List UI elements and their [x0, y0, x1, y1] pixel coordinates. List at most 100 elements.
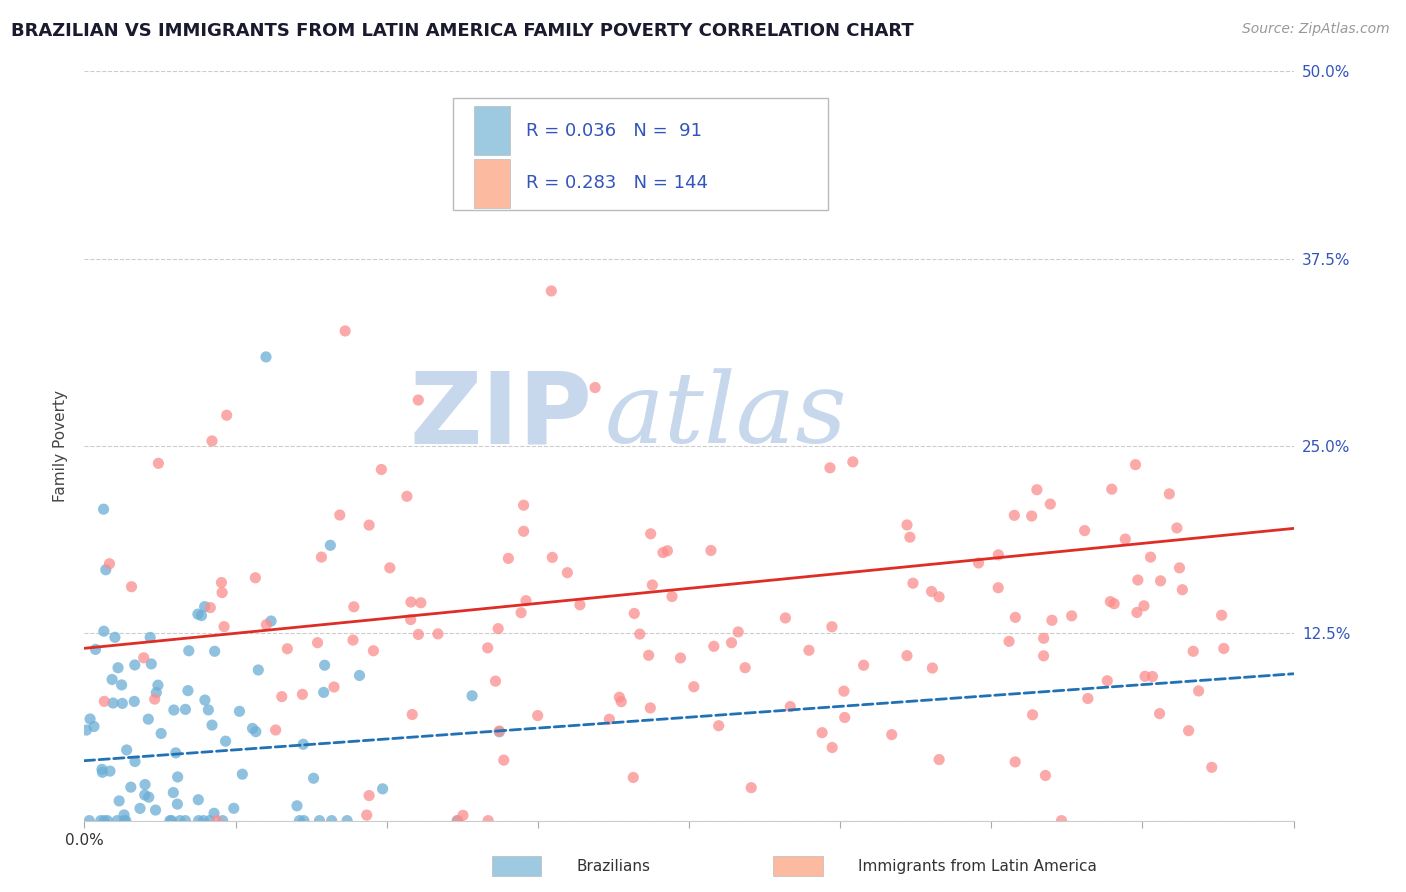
Point — [148, 456, 170, 470]
Point — [136, 712, 159, 726]
Point — [329, 508, 352, 522]
Point — [114, 814, 136, 828]
Text: BRAZILIAN VS IMMIGRANTS FROM LATIN AMERICA FAMILY POVERTY CORRELATION CHART: BRAZILIAN VS IMMIGRANTS FROM LATIN AMERI… — [11, 22, 914, 40]
Point — [270, 690, 292, 704]
Point — [628, 627, 651, 641]
Point — [1171, 582, 1194, 597]
Point — [1149, 574, 1171, 588]
Point — [145, 685, 167, 699]
Point — [343, 599, 366, 614]
Point — [245, 571, 267, 585]
Point — [292, 737, 315, 751]
Point — [194, 599, 217, 614]
Text: Immigrants from Latin America: Immigrants from Latin America — [858, 859, 1097, 873]
Point — [204, 644, 226, 658]
Point — [610, 695, 633, 709]
Point — [834, 710, 856, 724]
Point — [512, 498, 534, 512]
Point — [1073, 524, 1095, 538]
Point — [129, 801, 152, 815]
FancyBboxPatch shape — [474, 159, 510, 208]
Point — [406, 392, 429, 407]
Point — [359, 789, 381, 803]
Point — [451, 808, 474, 822]
Point — [852, 658, 875, 673]
Point — [98, 557, 121, 571]
Point — [115, 743, 138, 757]
Point — [101, 673, 124, 687]
Point — [720, 636, 742, 650]
Point — [174, 702, 197, 716]
Point — [842, 455, 865, 469]
Point — [187, 814, 209, 828]
Point — [661, 590, 683, 604]
Point — [818, 460, 841, 475]
Point — [93, 814, 115, 828]
Text: R = 0.283   N = 144: R = 0.283 N = 144 — [526, 174, 707, 192]
Point — [609, 690, 631, 705]
Point — [652, 546, 675, 560]
Point — [194, 693, 217, 707]
Point — [202, 806, 225, 821]
Point — [349, 668, 371, 682]
Point — [83, 719, 105, 733]
Point — [104, 630, 127, 644]
Point — [1126, 573, 1149, 587]
Point — [124, 694, 146, 708]
FancyBboxPatch shape — [453, 97, 828, 210]
Point — [486, 622, 509, 636]
Point — [703, 640, 725, 654]
Point — [121, 580, 143, 594]
Point — [288, 814, 311, 828]
Point — [138, 790, 160, 805]
Point — [342, 633, 364, 648]
Point — [91, 765, 114, 780]
Point — [734, 661, 756, 675]
Point — [145, 803, 167, 817]
Point — [621, 771, 644, 785]
Point — [190, 608, 212, 623]
Text: ZIP: ZIP — [409, 368, 592, 465]
Point — [112, 814, 135, 828]
Point — [222, 801, 245, 815]
Point — [79, 814, 101, 828]
Point — [378, 561, 401, 575]
Point — [228, 704, 250, 718]
Point — [146, 678, 169, 692]
Point — [477, 814, 499, 828]
Point — [143, 692, 166, 706]
Point — [657, 543, 679, 558]
Point — [356, 808, 378, 822]
Point — [101, 696, 124, 710]
Point — [197, 703, 219, 717]
Point — [1133, 599, 1156, 613]
Point — [174, 814, 197, 828]
Point — [811, 725, 834, 739]
Point — [1099, 594, 1122, 608]
Point — [1060, 608, 1083, 623]
Point — [214, 734, 236, 748]
Point — [108, 794, 131, 808]
Point — [209, 575, 232, 590]
Point — [1004, 610, 1026, 624]
Point — [134, 778, 156, 792]
Point — [107, 661, 129, 675]
Point — [159, 814, 181, 828]
Point — [395, 489, 418, 503]
Text: R = 0.036   N =  91: R = 0.036 N = 91 — [526, 121, 702, 140]
Point — [141, 657, 163, 671]
Point — [139, 631, 162, 645]
Point — [150, 726, 173, 740]
Point — [302, 771, 325, 785]
Point — [242, 722, 264, 736]
Point — [307, 635, 329, 649]
Point — [1211, 608, 1233, 623]
Point — [707, 719, 730, 733]
Text: Brazilians: Brazilians — [576, 859, 651, 873]
Point — [1201, 760, 1223, 774]
Point — [492, 753, 515, 767]
Point — [292, 814, 315, 828]
Point — [426, 627, 449, 641]
Point — [1097, 673, 1119, 688]
Point — [359, 518, 381, 533]
